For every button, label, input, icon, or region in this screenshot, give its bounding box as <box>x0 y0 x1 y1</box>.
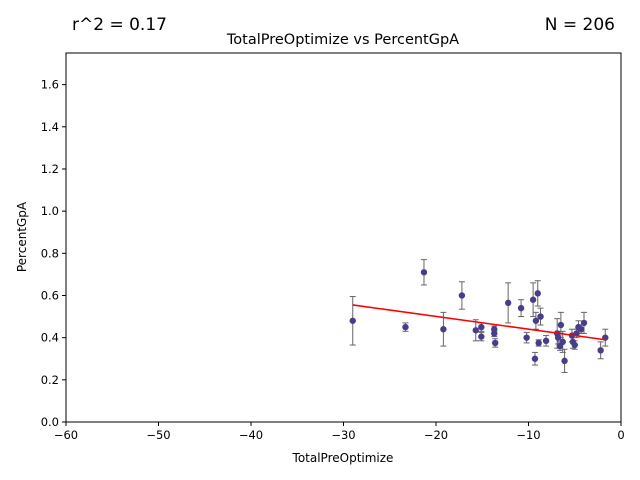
x-axis-label: TotalPreOptimize <box>292 451 394 465</box>
y-axis-ticks: 0.0 0.2 0.4 0.6 0.8 1.0 1.2 1.4 1.6 <box>41 78 66 429</box>
sample-size-label: N = 206 <box>545 15 615 35</box>
data-point <box>472 327 479 334</box>
x-tick-label: −40 <box>239 428 263 442</box>
x-tick-label: −60 <box>54 428 78 442</box>
x-tick-label: −50 <box>146 428 170 442</box>
data-point <box>491 330 498 337</box>
data-point <box>571 341 578 349</box>
x-tick-label: −20 <box>424 428 448 442</box>
data-point <box>458 292 466 299</box>
plot-frame <box>65 52 622 423</box>
data-points <box>349 269 609 365</box>
data-point <box>597 347 604 354</box>
data-point <box>542 337 550 345</box>
data-point <box>561 357 568 365</box>
data-point <box>402 323 409 331</box>
data-point <box>529 296 537 303</box>
data-point <box>532 317 540 324</box>
data-point <box>534 290 541 297</box>
data-point <box>554 334 562 341</box>
data-point <box>420 269 428 276</box>
data-point <box>537 313 544 320</box>
y-tick-label: 1.4 <box>41 120 59 134</box>
x-axis-ticks: −60 −50 −40 −30 −20 −10 0 <box>54 422 625 442</box>
x-tick-label: −30 <box>331 428 355 442</box>
y-tick-label: 1.6 <box>41 78 59 92</box>
data-point <box>440 326 447 333</box>
y-tick-label: 1.0 <box>41 204 59 218</box>
x-tick-label: −10 <box>516 428 540 442</box>
y-axis-label: PercentGpA <box>15 201 29 272</box>
r-squared-label: r^2 = 0.17 <box>72 15 167 35</box>
y-tick-label: 0.4 <box>41 331 59 345</box>
data-point <box>535 339 542 347</box>
data-point <box>349 317 356 324</box>
data-point <box>517 304 525 312</box>
y-tick-label: 0.8 <box>41 246 59 260</box>
data-point <box>492 339 499 347</box>
data-point <box>578 326 585 333</box>
data-point <box>478 333 485 340</box>
data-point <box>557 321 565 329</box>
data-point <box>523 334 530 341</box>
y-tick-label: 0.2 <box>41 373 59 387</box>
data-point <box>580 319 588 327</box>
data-point <box>559 338 566 346</box>
chart-title: TotalPreOptimize vs PercentGpA <box>226 32 459 48</box>
fit-line-group <box>352 304 606 341</box>
y-tick-label: 1.2 <box>41 162 59 176</box>
x-tick-label: 0 <box>617 428 624 442</box>
y-tick-label: 0.6 <box>41 288 59 302</box>
regression-line <box>352 304 606 341</box>
data-point <box>531 355 539 362</box>
y-tick-label: 0.0 <box>41 415 59 429</box>
data-point <box>504 299 512 307</box>
data-point <box>478 323 485 331</box>
